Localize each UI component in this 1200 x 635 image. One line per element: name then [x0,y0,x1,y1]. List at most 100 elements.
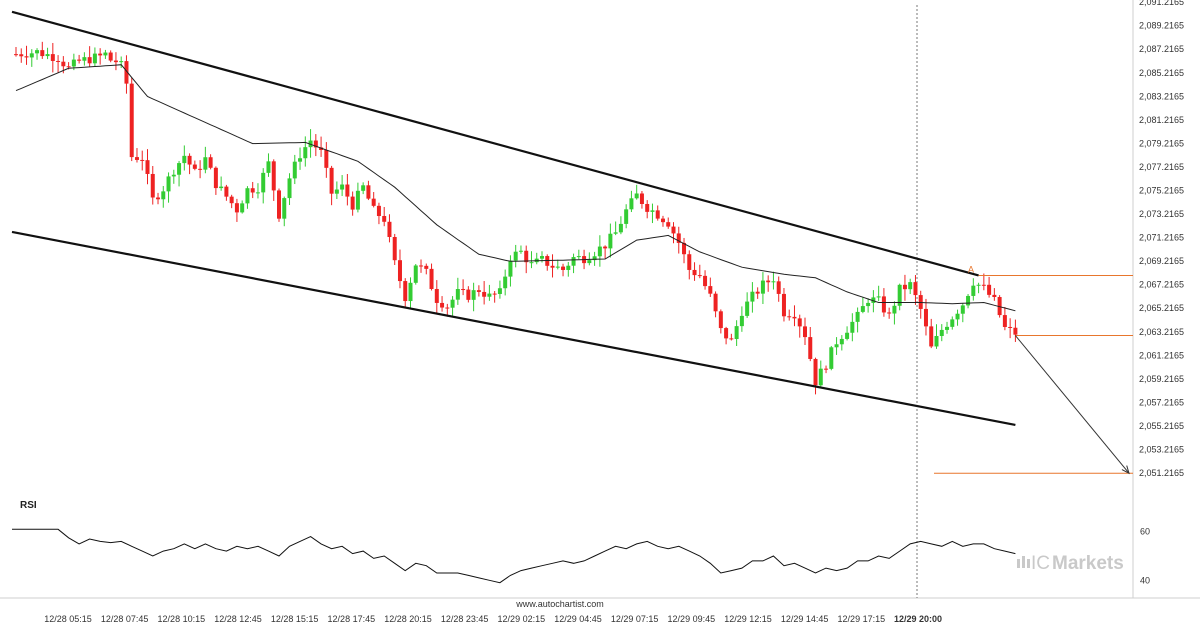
candle-body [66,66,71,68]
candle-down [192,160,197,171]
candle-body [829,347,834,369]
price-tick-label: 2,075.2165 [1139,186,1184,196]
candle-body [345,184,350,197]
candle-body [282,198,287,219]
time-tick-label: 12/28 17:45 [328,614,376,624]
candle-body [1013,327,1018,335]
rsi-line [12,528,1016,584]
candle-down [887,307,892,319]
candle-up [760,272,765,305]
candle-up [298,147,303,170]
candle-up [177,160,182,187]
candle-down [24,45,29,65]
candle-down [50,42,55,73]
candle-up [734,320,739,346]
candle-up [950,316,955,330]
candle-body [40,50,45,57]
candle-body [713,293,718,312]
candle-body [887,312,892,314]
candle-up [850,313,855,342]
candle-body [923,308,928,327]
candle-body [119,61,124,63]
time-tick-label: 12/29 20:00 [894,614,942,624]
candle-down [645,200,650,219]
candle-body [734,326,739,340]
candle-down [208,154,213,170]
candle-up [908,278,913,295]
candle-body [597,246,602,257]
candle-body [739,315,744,327]
candle-down [918,290,923,319]
candle-body [134,157,139,160]
time-tick-label: 12/28 20:15 [384,614,432,624]
candle-up [834,337,839,355]
candle-down [234,198,239,222]
candle-down [129,77,134,162]
candle-body [213,167,218,189]
rsi-panel: 60 40 [12,527,1150,585]
price-tick-label: 2,055.2165 [1139,421,1184,431]
candle-up [261,168,266,204]
candle-body [419,265,424,267]
candle-body [77,59,82,61]
candle-body [908,282,913,290]
candle-body [687,254,692,270]
candle-body [35,50,40,54]
candle-body [624,209,629,224]
candle-body [976,284,981,286]
candle-body [703,275,708,287]
candle-up [166,172,171,203]
candle-up [597,235,602,267]
candle-up [508,255,513,287]
plot-frame [0,0,1200,599]
candle-body [666,222,671,227]
candle-down [913,275,918,305]
candle-body [156,197,161,200]
price-tick-label: 2,053.2165 [1139,444,1184,454]
candle-up [855,307,860,333]
candle-down [329,165,334,206]
candle-up [513,244,518,268]
candle-body [1002,315,1007,327]
candle-body [676,233,681,243]
candle-down [277,188,281,222]
candle-down [124,55,129,94]
candle-body [929,326,934,347]
candle-down [213,166,218,195]
candle-up [571,253,576,274]
candle-down [987,276,992,298]
time-tick-label: 12/28 05:15 [44,614,92,624]
candle-down [77,54,82,64]
candle-up [471,282,476,312]
channel-upper-line [11,10,979,277]
candle-down [803,317,807,345]
candle-down [808,326,813,362]
candle-body [313,140,318,148]
candle-body [960,305,965,314]
candle-body [234,203,239,213]
price-tick-label: 2,091.2165 [1139,0,1184,7]
candle-body [571,257,576,266]
candle-body [897,284,902,306]
candle-down [561,263,566,277]
candle-down [797,314,802,338]
candle-up [92,47,97,67]
candle-body [592,256,597,261]
price-tick-label: 2,067.2165 [1139,280,1184,290]
candle-body [324,149,329,168]
candle-down [156,192,161,205]
candle-down [87,46,92,68]
time-axis: 12/28 05:15 12/28 07:45 12/28 10:15 12/28 1… [44,614,942,624]
candle-body [198,168,203,170]
candle-down [313,134,318,157]
candle-down [766,275,771,292]
price-tick-label: 2,061.2165 [1139,350,1184,360]
candle-body [876,296,881,298]
candle-up [529,251,534,269]
candle-body [387,221,392,238]
candle-body [555,266,560,268]
candle-up [618,216,623,235]
candle-up [292,154,297,185]
candle-down [376,202,381,225]
candle-body [424,265,429,269]
